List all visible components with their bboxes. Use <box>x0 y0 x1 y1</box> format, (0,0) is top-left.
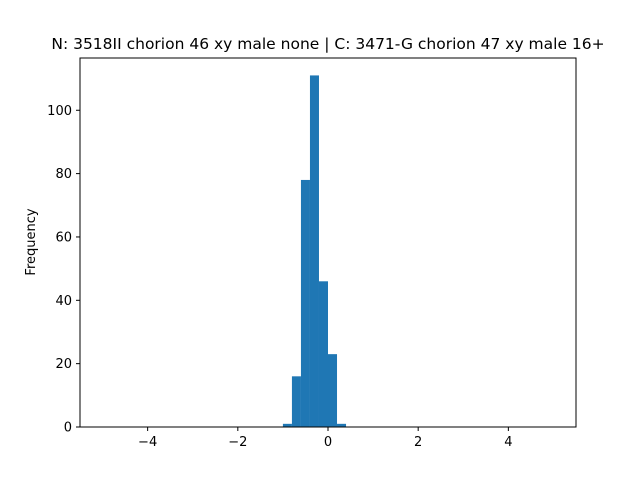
bar <box>328 354 338 427</box>
y-tick-label: 80 <box>55 167 72 182</box>
y-tick-label: 20 <box>55 357 72 372</box>
bar <box>337 423 347 427</box>
bar <box>300 179 310 427</box>
x-tick-label: 4 <box>504 435 512 450</box>
x-tick-label: 0 <box>324 435 332 450</box>
y-tick-label: 0 <box>64 421 72 436</box>
y-tick-label: 60 <box>55 230 72 245</box>
bar <box>309 75 319 428</box>
x-tick-label: −2 <box>228 435 247 450</box>
y-axis-label: Frequency <box>24 208 39 275</box>
y-tick-label: 40 <box>55 294 72 309</box>
bar <box>318 281 328 427</box>
chart-title: N: 3518II chorion 46 xy male none | C: 3… <box>51 35 604 53</box>
y-tick-label: 100 <box>47 104 72 119</box>
x-tick-label: −4 <box>138 435 157 450</box>
plot-frame <box>79 57 577 428</box>
bar <box>291 376 301 427</box>
x-tick-label: 2 <box>414 435 422 450</box>
bar <box>282 423 292 427</box>
